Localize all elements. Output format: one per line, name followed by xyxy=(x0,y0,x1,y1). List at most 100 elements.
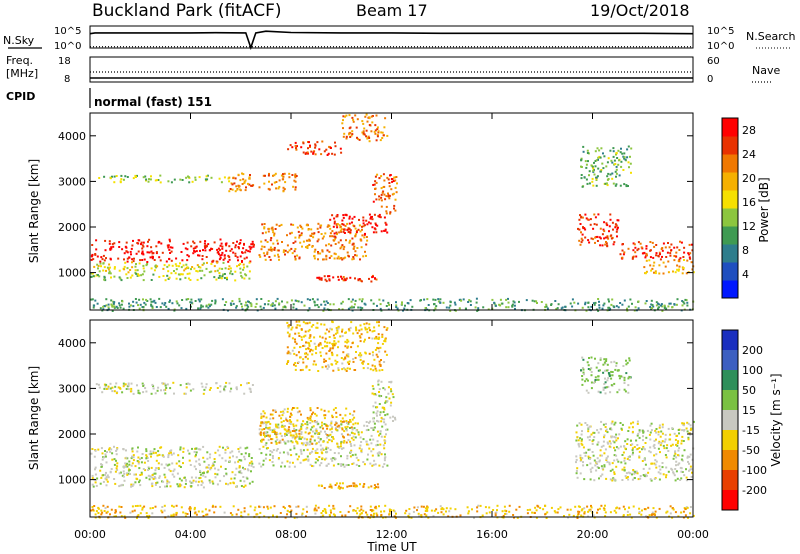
scatter-cell xyxy=(142,468,145,470)
scatter-cell xyxy=(691,249,694,252)
scatter-cell xyxy=(180,479,183,482)
scatter-cell xyxy=(623,388,626,391)
scatter-cell xyxy=(291,430,294,432)
scatter-cell xyxy=(96,302,99,305)
scatter-cell xyxy=(342,115,345,118)
scatter-cell xyxy=(210,247,213,250)
scatter-cell xyxy=(181,179,184,181)
scatter-cell xyxy=(442,513,445,516)
scatter-cell xyxy=(227,483,230,486)
scatter-cell xyxy=(250,470,252,473)
scatter-cell xyxy=(265,453,268,456)
scatter-cell xyxy=(341,223,344,225)
scatter-cell xyxy=(180,251,183,253)
scatter-cell xyxy=(586,218,589,221)
scatter-cell xyxy=(170,451,172,454)
scatter-cell xyxy=(283,465,286,468)
scatter-cell xyxy=(603,230,606,233)
scatter-cell xyxy=(351,217,354,220)
scatter-cell xyxy=(324,365,327,368)
scatter-cell xyxy=(105,304,108,307)
scatter-cell xyxy=(153,476,156,478)
scatter-cell xyxy=(374,277,376,280)
scatter-cell xyxy=(338,485,341,488)
scatter-cell xyxy=(103,387,106,390)
scatter-cell xyxy=(652,264,655,267)
scatter-cell xyxy=(264,174,266,177)
scatter-cell xyxy=(265,442,268,445)
scatter-cell xyxy=(376,414,378,417)
scatter-cell xyxy=(595,469,598,472)
scatter-cell xyxy=(348,241,351,244)
scatter-cell xyxy=(619,151,622,154)
scatter-cell xyxy=(118,269,121,272)
scatter-cell xyxy=(269,434,271,437)
scatter-cell xyxy=(678,447,681,450)
scatter-cell xyxy=(331,347,334,350)
scatter-cell xyxy=(585,178,588,181)
scatter-cell xyxy=(391,393,394,396)
scatter-cell xyxy=(339,147,342,150)
scatter-cell xyxy=(185,307,188,310)
scatter-cell xyxy=(662,444,665,447)
scatter-cell xyxy=(339,239,342,242)
scatter-cell xyxy=(680,511,683,514)
scatter-cell xyxy=(94,513,97,516)
scatter-cell xyxy=(360,246,363,249)
scatter-cell xyxy=(342,248,345,251)
scatter-cell xyxy=(615,439,618,442)
scatter-cell xyxy=(282,251,285,254)
scatter-cell xyxy=(246,477,249,480)
scatter-cell xyxy=(342,216,345,219)
scatter-cell xyxy=(416,509,418,512)
scatter-cell xyxy=(140,243,142,246)
scatter-cell xyxy=(163,264,166,267)
scatter-cell xyxy=(327,243,330,246)
scatter-cell xyxy=(355,254,358,257)
noise-right-tick-bottom: 10^0 xyxy=(707,41,734,52)
scatter-cell xyxy=(288,511,291,513)
y-tick-label: 2000 xyxy=(58,428,86,441)
scatter-cell xyxy=(380,416,383,419)
scatter-cell xyxy=(118,276,121,279)
scatter-cell xyxy=(291,174,294,176)
scatter-cell xyxy=(273,429,276,432)
scatter-cell xyxy=(95,484,98,487)
scatter-cell xyxy=(631,257,634,260)
scatter-cell xyxy=(185,298,188,301)
scatter-cell xyxy=(262,506,265,509)
scatter-cell xyxy=(613,435,616,438)
scatter-cell xyxy=(156,265,159,268)
scatter-cell xyxy=(299,356,301,359)
scatter-cell xyxy=(163,509,166,512)
scatter-cell xyxy=(311,442,314,445)
scatter-cell xyxy=(674,451,676,454)
scatter-cell xyxy=(149,450,152,453)
scatter-cell xyxy=(603,465,606,468)
scatter-cell xyxy=(97,267,99,270)
scatter-cell xyxy=(101,464,104,466)
scatter-cell xyxy=(138,262,141,265)
scatter-cell xyxy=(606,369,608,372)
scatter-cell xyxy=(625,372,628,375)
scatter-cell xyxy=(132,456,135,459)
colorbar-tick-label: 200 xyxy=(742,344,763,357)
scatter-cell xyxy=(343,430,346,433)
scatter-cell xyxy=(374,124,377,127)
scatter-cell xyxy=(675,460,678,463)
scatter-cell xyxy=(338,224,341,227)
scatter-cell xyxy=(381,342,384,345)
scatter-cell xyxy=(689,433,692,436)
scatter-cell xyxy=(507,306,510,309)
scatter-cell xyxy=(290,231,293,234)
scatter-cell xyxy=(268,172,270,175)
scatter-cell xyxy=(378,369,381,372)
scatter-cell xyxy=(300,431,303,434)
scatter-cell xyxy=(677,449,680,452)
scatter-cell xyxy=(583,510,586,513)
scatter-cell xyxy=(376,133,379,136)
scatter-cell xyxy=(339,229,342,232)
scatter-cell xyxy=(244,179,247,182)
scatter-cell xyxy=(185,386,188,389)
scatter-cell xyxy=(197,480,200,483)
